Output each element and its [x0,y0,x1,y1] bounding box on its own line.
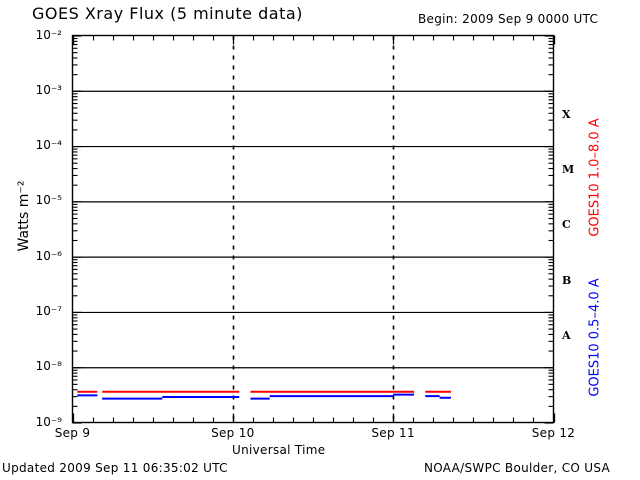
ytick-label: 10⁻⁵ [35,193,62,208]
y-axis-tick-labels: 10⁻² 10⁻³ 10⁻⁴ 10⁻⁵ 10⁻⁶ 10⁻⁷ 10⁻⁸ 10⁻⁹ [0,0,68,480]
flare-class-label: X [562,108,571,121]
ytick-label: 10⁻⁹ [35,414,62,429]
flare-class-label: C [562,218,571,231]
updated-timestamp: Updated 2009 Sep 11 06:35:02 UTC [2,461,228,475]
ytick-label: 10⁻⁶ [35,248,62,263]
page-title: GOES Xray Flux (5 minute data) [32,4,303,23]
xtick-label: Sep 9 [54,426,91,440]
grid-lines [72,35,554,423]
x-axis-label: Universal Time [232,443,326,457]
flare-class-label: A [562,329,571,342]
plot-frame [71,34,555,424]
flare-class-label: M [562,163,575,176]
xtick-label: Sep 10 [211,426,255,440]
begin-time-label: Begin: 2009 Sep 9 0000 UTC [418,12,599,26]
ytick-label: 10⁻⁴ [35,138,62,153]
flare-class-label: B [562,274,572,287]
ytick-label: 10⁻⁷ [35,303,62,318]
axis-ticks [72,35,556,424]
ytick-label: 10⁻³ [35,82,62,97]
credit-label: NOAA/SWPC Boulder, CO USA [424,461,610,475]
ytick-label: 10⁻⁸ [35,359,62,374]
data-traces [77,390,451,400]
ytick-label: 10⁻² [35,27,62,42]
xtick-label: Sep 11 [371,426,415,440]
xtick-label: Sep 12 [531,426,576,440]
